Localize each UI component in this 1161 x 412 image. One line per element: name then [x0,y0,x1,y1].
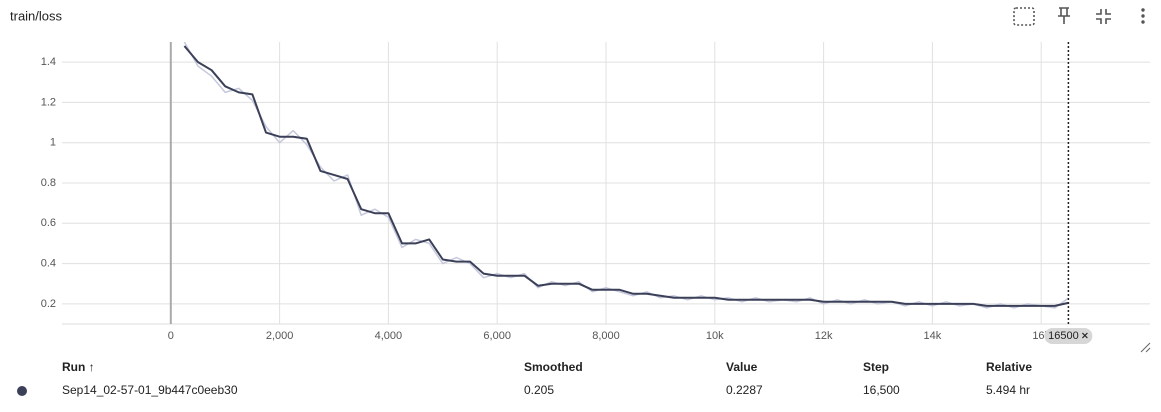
table-cell: 16,500 [863,383,900,397]
column-header: Step [863,360,889,374]
y-tick-label: 0.6 [41,217,56,229]
more-icon[interactable] [1141,8,1145,24]
y-tick-label: 1.4 [41,56,56,68]
cursor-label: 16500 [1048,330,1079,342]
cursor-badge [1044,328,1093,344]
table-cell: 5.494 hr [986,383,1030,397]
resize-handle[interactable] [1140,342,1151,353]
x-tick-label: 6,000 [483,330,511,342]
y-tick-label: 1.2 [41,96,56,108]
y-tick-label: 1 [50,137,56,149]
table-cell: Sep14_02-57-01_9b447c0eeb30 [62,383,238,397]
table-cell: 0.2287 [726,383,763,397]
column-header: Relative [986,360,1032,374]
y-tick-label: 0.4 [41,257,56,269]
chart-title: train/loss [10,8,63,23]
collapse-icon[interactable] [1096,9,1111,24]
plot-area [183,42,1069,309]
y-tick-label: 0.2 [41,298,56,310]
table-cell: 0.205 [524,383,554,397]
raw-line [183,42,1069,309]
column-header: Smoothed [524,360,583,374]
run-color [17,386,27,396]
y-tick-label: 0.8 [41,177,56,189]
fit-domain-icon[interactable] [1013,7,1035,26]
toolbar[interactable] [1013,7,1145,26]
pin-icon[interactable] [1058,7,1070,24]
x-tick-label: 14k [924,330,942,342]
x-tick-label: 12k [815,330,833,342]
x-tick-label: 10k [706,330,724,342]
cursor-close[interactable] [1081,332,1088,339]
x-tick-label: 8,000 [592,330,620,342]
x-tick-label: 2,000 [266,330,294,342]
x-tick-label: 4,000 [375,330,403,342]
smoothed-line [183,45,1069,307]
column-header: Run ↑ [62,360,95,374]
x-tick-label: 0 [168,330,174,342]
column-header: Value [726,360,758,374]
